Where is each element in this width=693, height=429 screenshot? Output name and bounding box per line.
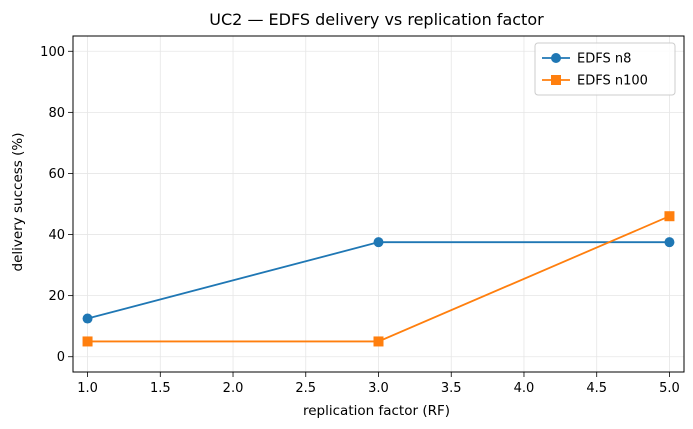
data-point bbox=[664, 211, 675, 222]
data-point bbox=[373, 336, 384, 347]
x-tick-label: 2.5 bbox=[295, 381, 316, 396]
y-tick-label: 0 bbox=[57, 350, 65, 365]
data-point bbox=[82, 336, 93, 347]
data-point bbox=[664, 237, 675, 248]
chart-title: UC2 — EDFS delivery vs replication facto… bbox=[209, 10, 544, 29]
legend-label: EDFS n8 bbox=[577, 52, 631, 67]
y-axis-label: delivery success (%) bbox=[10, 133, 26, 272]
legend-marker bbox=[551, 75, 561, 85]
plot-series bbox=[82, 211, 675, 347]
y-tick-label: 80 bbox=[48, 106, 65, 121]
x-tick-label: 4.0 bbox=[514, 381, 535, 396]
y-tick-label: 60 bbox=[48, 167, 65, 182]
x-axis-label: replication factor (RF) bbox=[303, 403, 450, 419]
legend: EDFS n8 EDFS n100 bbox=[534, 42, 676, 96]
legend-marker bbox=[551, 53, 561, 63]
series-1 bbox=[82, 211, 675, 347]
legend-item: EDFS n8 bbox=[542, 52, 631, 67]
x-tick-label: 2.0 bbox=[223, 381, 244, 396]
data-point bbox=[373, 237, 384, 248]
legend-box bbox=[534, 42, 676, 96]
x-tick-label: 3.0 bbox=[368, 381, 389, 396]
y-tick-label: 40 bbox=[48, 228, 65, 243]
data-point bbox=[82, 313, 93, 324]
x-tick-label: 5.0 bbox=[659, 381, 680, 396]
x-tick-label: 1.0 bbox=[77, 381, 98, 396]
legend-label: EDFS n100 bbox=[577, 74, 648, 89]
x-tick-label: 4.5 bbox=[586, 381, 607, 396]
y-tick-label: 20 bbox=[48, 289, 65, 304]
series-0 bbox=[82, 237, 675, 324]
x-tick-label: 1.5 bbox=[150, 381, 171, 396]
x-tick-label: 3.5 bbox=[441, 381, 462, 396]
y-tick-label: 100 bbox=[40, 45, 65, 60]
legend-item: EDFS n100 bbox=[542, 74, 648, 89]
axis-ticks: 1.0 1.5 2.0 2.5 3.0 3.5 4.0 4.5 5.0 0 20 40 60 80 100 bbox=[40, 45, 680, 396]
